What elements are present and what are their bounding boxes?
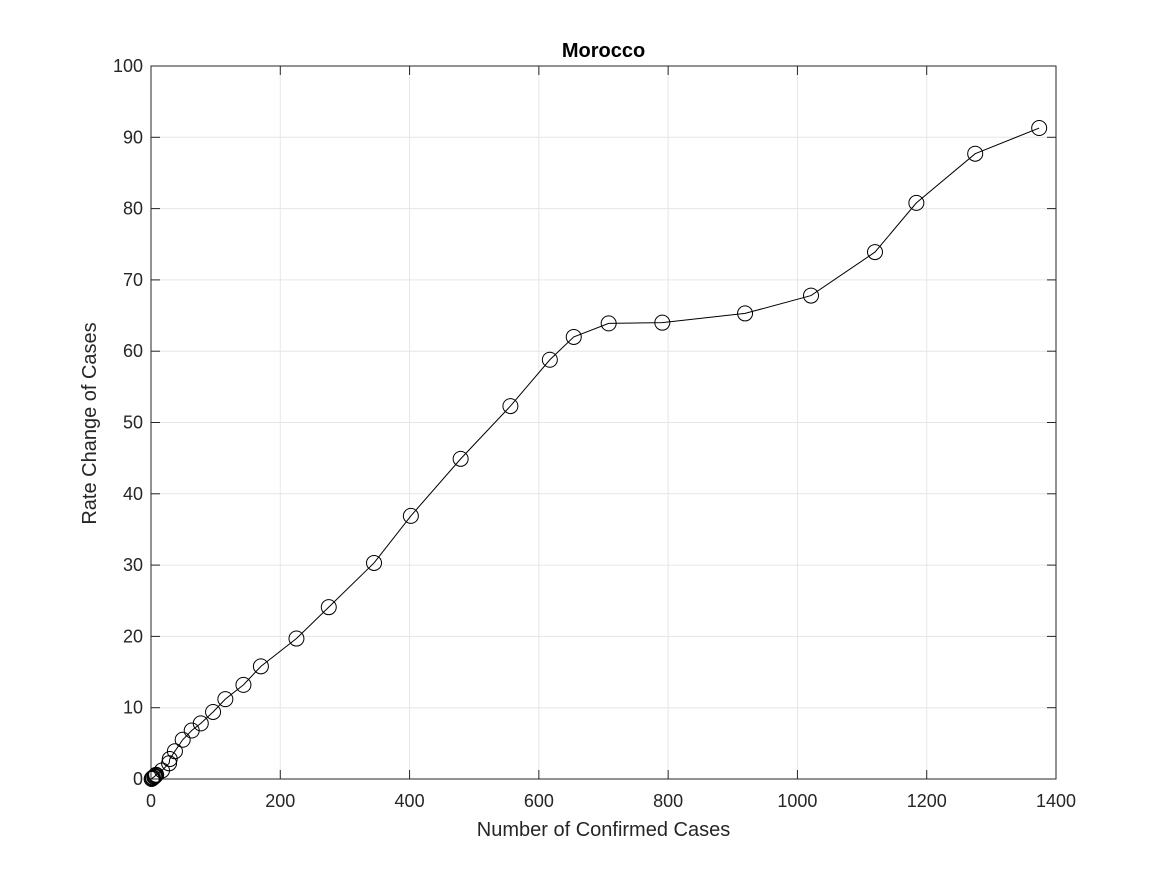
data-point xyxy=(174,731,191,748)
y-tick-label: 10 xyxy=(123,698,143,718)
y-tick-label: 50 xyxy=(123,413,143,433)
data-point xyxy=(192,715,209,732)
x-tick-label: 800 xyxy=(653,791,683,811)
data-point xyxy=(252,658,269,675)
y-tick-label: 0 xyxy=(133,769,143,789)
y-tick-label: 70 xyxy=(123,270,143,290)
y-tick-label: 100 xyxy=(113,56,143,76)
y-tick-label: 40 xyxy=(123,484,143,504)
y-tick-label: 20 xyxy=(123,626,143,646)
data-point xyxy=(148,766,165,783)
data-point xyxy=(320,599,337,616)
data-point xyxy=(502,398,519,415)
data-point xyxy=(366,554,383,571)
grid xyxy=(151,66,1056,779)
data-point xyxy=(565,328,582,345)
data-point xyxy=(1031,120,1048,137)
data-point xyxy=(908,194,925,211)
data-point xyxy=(235,676,252,693)
y-axis-label: Rate Change of Cases xyxy=(79,322,101,524)
ticks: 0 200 400 600 800 1000 1200 1400 0 10 20 30 40 50 60 70… xyxy=(113,56,1076,811)
data-point xyxy=(600,315,617,332)
x-tick-label: 1200 xyxy=(907,791,947,811)
data-point xyxy=(144,770,161,787)
chart-title: Morocco xyxy=(562,40,645,62)
y-tick-label: 30 xyxy=(123,555,143,575)
x-tick-label: 600 xyxy=(524,791,554,811)
data-point xyxy=(402,507,419,524)
data-point xyxy=(737,305,754,322)
x-tick-label: 0 xyxy=(146,791,156,811)
data-point xyxy=(803,287,819,304)
series-line xyxy=(151,127,1040,780)
data-point xyxy=(161,751,178,768)
x-tick-label: 200 xyxy=(265,791,295,811)
data-point xyxy=(452,450,469,467)
data-series xyxy=(143,120,1048,787)
data-point xyxy=(217,691,234,708)
data-point xyxy=(205,703,222,720)
data-point xyxy=(541,351,558,368)
data-point xyxy=(867,244,883,261)
y-tick-label: 90 xyxy=(123,127,143,147)
data-point xyxy=(143,771,160,787)
x-tick-label: 1000 xyxy=(777,791,817,811)
data-point xyxy=(654,314,671,331)
x-tick-label: 1400 xyxy=(1036,791,1076,811)
x-tick-label: 400 xyxy=(395,791,425,811)
data-point xyxy=(166,743,183,760)
data-point xyxy=(288,630,305,647)
y-tick-label: 80 xyxy=(123,199,143,219)
data-point xyxy=(147,767,164,784)
data-point xyxy=(967,145,984,162)
y-tick-label: 60 xyxy=(123,341,143,361)
x-axis-label: Number of Confirmed Cases xyxy=(477,819,730,841)
